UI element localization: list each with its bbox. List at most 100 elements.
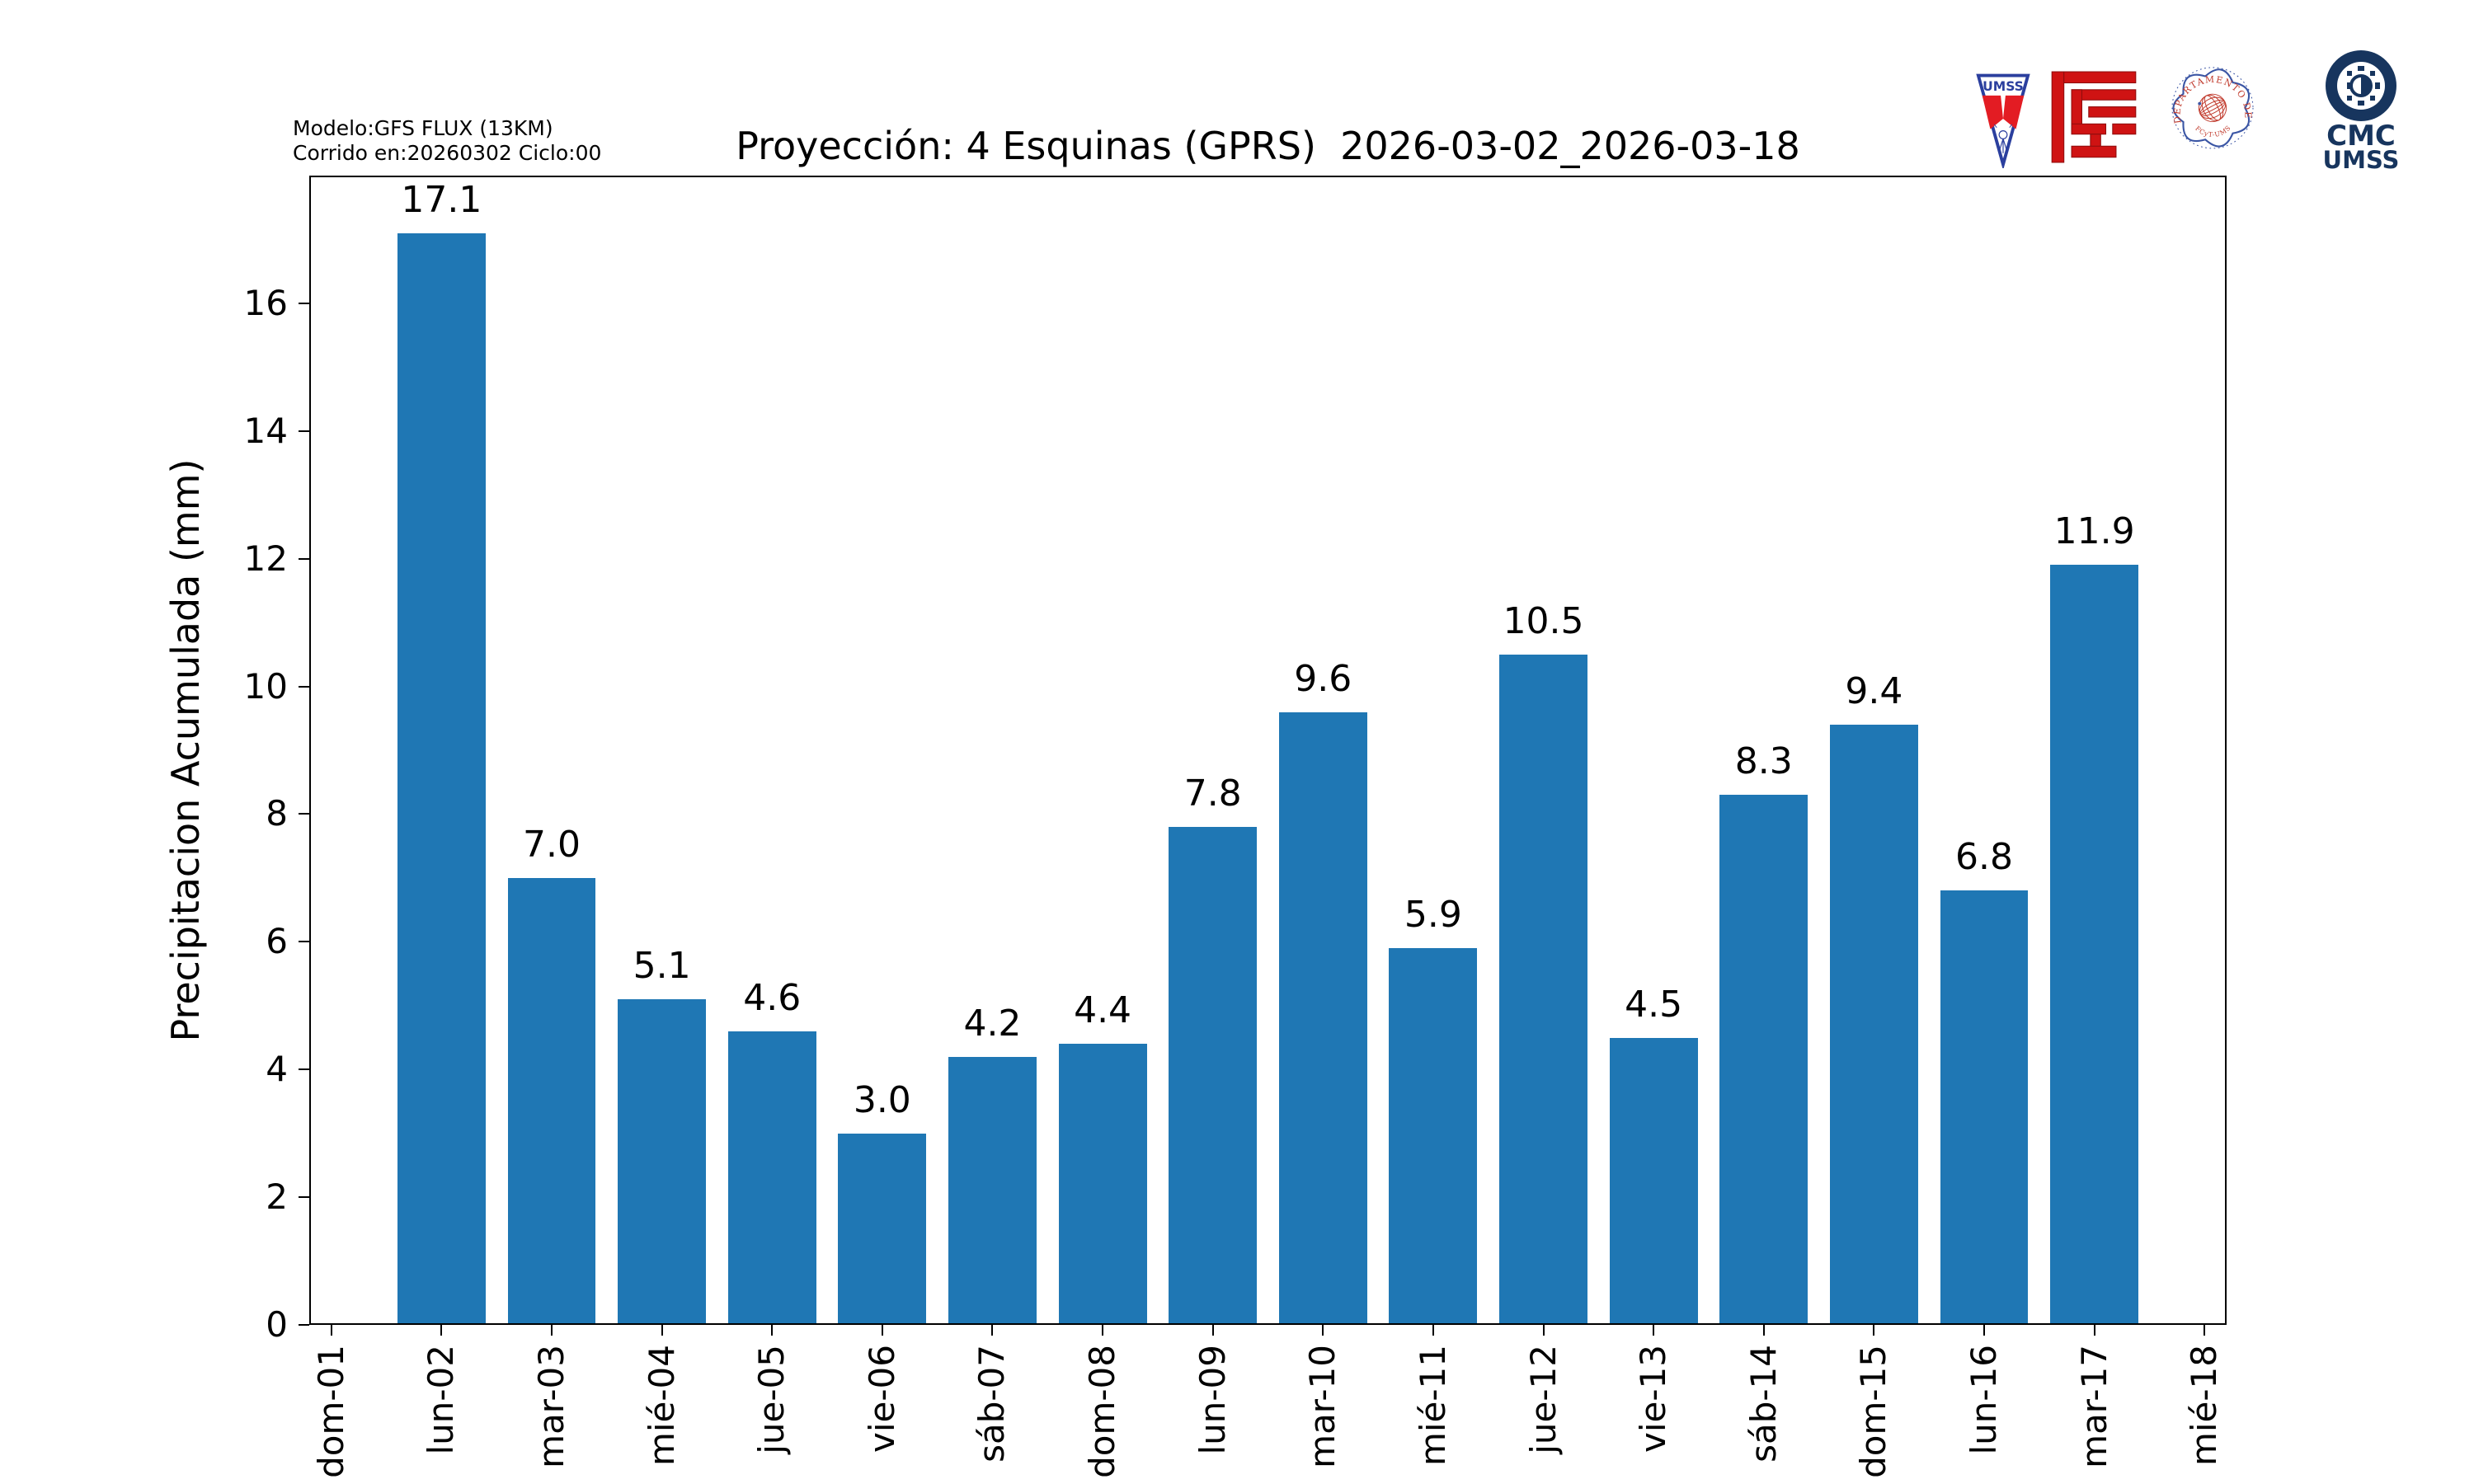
- x-tick-label: mié-04: [641, 1345, 682, 1467]
- bar-value-label: 10.5: [1503, 599, 1584, 642]
- y-tick-mark: [299, 685, 309, 688]
- x-tick-label: jue-12: [1522, 1345, 1564, 1454]
- x-tick-label: dom-08: [1082, 1345, 1123, 1478]
- bar: [618, 999, 707, 1325]
- fcyt-maze-icon: [2051, 71, 2137, 163]
- x-tick-label: mar-03: [530, 1345, 571, 1468]
- y-tick-mark: [299, 813, 309, 815]
- x-tick-label: lun-09: [1192, 1345, 1233, 1455]
- x-tick-label: lun-16: [1964, 1345, 2005, 1455]
- bar: [838, 1133, 927, 1325]
- x-tick-mark: [1542, 1325, 1545, 1336]
- y-tick-label: 16: [243, 282, 288, 323]
- bar-value-label: 4.4: [1074, 989, 1132, 1032]
- model-info: Modelo:GFS FLUX (13KM) Corrido en:2026030…: [293, 116, 601, 165]
- bar-value-label: 7.0: [522, 823, 581, 866]
- x-tick-label: jue-05: [751, 1345, 793, 1454]
- y-tick-mark: [299, 1068, 309, 1071]
- bar: [1719, 795, 1808, 1325]
- bar: [507, 877, 596, 1325]
- y-tick-label: 12: [243, 538, 288, 579]
- bar: [948, 1056, 1037, 1325]
- x-tick-mark: [440, 1325, 443, 1336]
- bar: [2050, 565, 2139, 1325]
- x-tick-mark: [2204, 1325, 2206, 1336]
- y-tick-label: 14: [243, 410, 288, 451]
- x-tick-label: mié-11: [1412, 1345, 1453, 1467]
- cmc-icon: CMC UMSS: [2323, 50, 2400, 174]
- fisica-seal-icon: DEPARTAMENTO DE FÍSICA FCyT-UMSS: [2165, 55, 2254, 149]
- bar-value-label: 11.9: [2053, 510, 2135, 553]
- y-tick-label: 8: [266, 793, 288, 834]
- y-tick-mark: [299, 941, 309, 943]
- y-tick-label: 0: [266, 1304, 288, 1345]
- x-tick-label: mié-18: [2184, 1345, 2225, 1467]
- bar: [1499, 654, 1587, 1325]
- y-tick-mark: [299, 1324, 309, 1326]
- bar-value-label: 5.1: [633, 945, 691, 988]
- bar-value-label: 4.5: [1625, 983, 1683, 1026]
- x-tick-mark: [1432, 1325, 1434, 1336]
- y-tick-mark: [299, 557, 309, 560]
- x-tick-mark: [550, 1325, 553, 1336]
- bar-value-label: 17.1: [401, 178, 482, 221]
- y-tick-mark: [299, 1196, 309, 1199]
- y-tick-label: 10: [243, 665, 288, 707]
- umss-pennant-text: UMSS: [1982, 79, 2024, 94]
- bar: [727, 1031, 816, 1325]
- bar: [1829, 725, 1918, 1325]
- bar: [1609, 1037, 1698, 1325]
- x-tick-label: mar-10: [1302, 1345, 1343, 1468]
- bar-value-label: 4.2: [963, 1002, 1022, 1045]
- bar-value-label: 9.4: [1845, 670, 1903, 713]
- x-tick-mark: [661, 1325, 663, 1336]
- y-tick-label: 6: [266, 921, 288, 962]
- cmc-logo: CMC UMSS: [2299, 48, 2423, 174]
- bar: [1940, 890, 2029, 1325]
- x-tick-mark: [2093, 1325, 2095, 1336]
- x-tick-mark: [330, 1325, 332, 1336]
- bar-value-label: 5.9: [1404, 894, 1462, 937]
- plot-area-border: [309, 176, 2227, 1325]
- bar-value-label: 4.6: [743, 976, 802, 1019]
- x-tick-mark: [1873, 1325, 1875, 1336]
- bar: [397, 232, 486, 1325]
- fcyt-logo: [2051, 71, 2137, 163]
- x-tick-mark: [771, 1325, 774, 1336]
- x-tick-mark: [991, 1325, 994, 1336]
- x-tick-label: sáb-14: [1743, 1345, 1784, 1463]
- bar: [1278, 711, 1367, 1325]
- bar-value-label: 8.3: [1734, 740, 1793, 783]
- x-tick-label: sáb-07: [971, 1345, 1013, 1463]
- umss-pennant-logo: UMSS: [1975, 73, 2031, 171]
- bar-value-label: 6.8: [1955, 836, 2014, 879]
- y-tick-label: 2: [266, 1176, 288, 1218]
- y-tick-mark: [299, 430, 309, 432]
- cmc-text-line2: UMSS: [2323, 146, 2400, 171]
- fisica-seal-logo: DEPARTAMENTO DE FÍSICA FCyT-UMSS: [2161, 53, 2265, 162]
- x-tick-mark: [1211, 1325, 1214, 1336]
- x-tick-mark: [1983, 1325, 1986, 1336]
- bar-value-label: 9.6: [1294, 657, 1352, 700]
- bar: [1169, 826, 1258, 1325]
- x-tick-mark: [1653, 1325, 1655, 1336]
- bar: [1058, 1044, 1147, 1325]
- x-tick-label: dom-01: [310, 1345, 351, 1478]
- x-tick-mark: [1322, 1325, 1324, 1336]
- x-tick-label: lun-02: [421, 1345, 462, 1455]
- x-tick-label: dom-15: [1853, 1345, 1894, 1478]
- umss-pennant-icon: UMSS: [1976, 73, 2030, 171]
- y-tick-label: 4: [266, 1049, 288, 1090]
- chart-title: Proyección: 4 Esquinas (GPRS) 2026-03-02…: [736, 124, 1800, 168]
- x-tick-mark: [881, 1325, 883, 1336]
- model-line-2: Corrido en:20260302 Ciclo:00: [293, 140, 602, 165]
- x-tick-label: vie-13: [1633, 1345, 1674, 1453]
- x-tick-mark: [1102, 1325, 1104, 1336]
- model-line-1: Modelo:GFS FLUX (13KM): [293, 116, 553, 140]
- y-tick-mark: [299, 302, 309, 304]
- x-tick-label: vie-06: [861, 1345, 902, 1453]
- x-tick-label: mar-17: [2073, 1345, 2114, 1468]
- bar: [1389, 948, 1478, 1325]
- x-tick-mark: [1762, 1325, 1765, 1336]
